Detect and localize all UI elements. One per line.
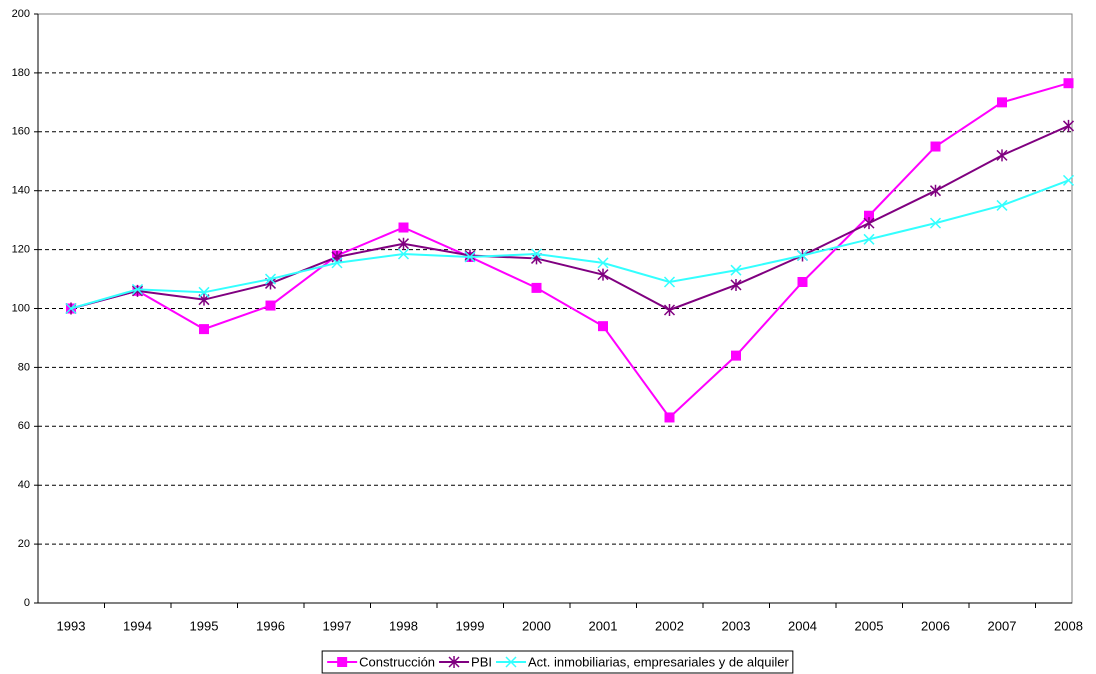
y-tick-label: 160 [12, 126, 30, 138]
series-line [70, 82, 1069, 419]
marker [448, 656, 460, 668]
legend: Construcción PBI Act. inmobiliarias, empre… [321, 650, 794, 674]
marker [397, 237, 410, 250]
x-tick-label: 2005 [855, 618, 884, 633]
x-tick-label: 2007 [988, 618, 1017, 633]
y-tick-label: 60 [18, 420, 30, 432]
marker [797, 276, 808, 287]
marker [265, 300, 276, 311]
x-tick-label: 2002 [655, 618, 684, 633]
marker [731, 350, 741, 361]
marker [131, 284, 144, 297]
marker [464, 249, 476, 262]
marker [505, 656, 517, 668]
marker [730, 264, 742, 276]
marker [331, 257, 343, 269]
x-tick-label: 1995 [190, 618, 219, 633]
marker [863, 217, 875, 230]
marker [337, 657, 348, 667]
marker [929, 184, 942, 197]
marker [996, 199, 1008, 211]
marker [597, 257, 609, 269]
marker [398, 222, 409, 233]
marker [531, 282, 542, 293]
marker [930, 141, 941, 152]
x-tick-label: 1996 [256, 618, 285, 633]
marker [663, 303, 676, 316]
x-tick-label: 1993 [57, 618, 86, 633]
y-tick-label: 20 [18, 538, 30, 550]
series-line [70, 179, 1069, 310]
marker [264, 273, 277, 285]
y-tick-label: 0 [24, 597, 30, 609]
marker [730, 278, 742, 291]
marker [663, 276, 676, 288]
y-tick-label: 180 [12, 67, 30, 79]
marker [1062, 174, 1075, 186]
x-tick-label: 1997 [323, 618, 352, 633]
marker [198, 286, 210, 298]
series-line [70, 124, 1069, 312]
legend-label: Act. inmobiliarias, empresariales y de a… [528, 654, 790, 669]
x-tick-label: 2000 [522, 618, 551, 633]
x-tick-label: 2008 [1054, 618, 1083, 633]
x-tick-label: 2003 [722, 618, 751, 633]
y-tick-label: 80 [18, 361, 30, 373]
marker [997, 97, 1007, 108]
marker [664, 412, 675, 423]
x-tick-label: 2006 [921, 618, 950, 633]
legend-box [321, 650, 794, 674]
y-tick-label: 40 [18, 479, 30, 491]
marker [1063, 78, 1074, 89]
marker [530, 248, 543, 260]
legend-label: Construcción [359, 654, 435, 669]
marker [598, 321, 608, 332]
y-tick-label: 200 [12, 8, 30, 20]
marker [464, 251, 476, 263]
marker [397, 248, 410, 260]
x-tick-label: 2004 [788, 618, 817, 633]
marker [996, 149, 1008, 162]
marker [131, 283, 144, 295]
marker [796, 249, 809, 262]
x-tick-label: 1999 [456, 618, 485, 633]
legend-label: PBI [471, 654, 492, 669]
y-tick-label: 120 [12, 244, 30, 256]
y-tick-label: 140 [12, 185, 30, 197]
marker [929, 217, 942, 229]
y-tick-label: 100 [12, 302, 30, 314]
marker [1062, 119, 1075, 132]
marker [863, 233, 875, 245]
marker [864, 210, 874, 221]
marker [597, 268, 609, 281]
x-tick-label: 2001 [589, 618, 618, 633]
marker [65, 302, 77, 315]
x-tick-label: 1998 [389, 618, 418, 633]
x-tick-label: 1994 [123, 618, 152, 633]
marker [199, 324, 209, 335]
